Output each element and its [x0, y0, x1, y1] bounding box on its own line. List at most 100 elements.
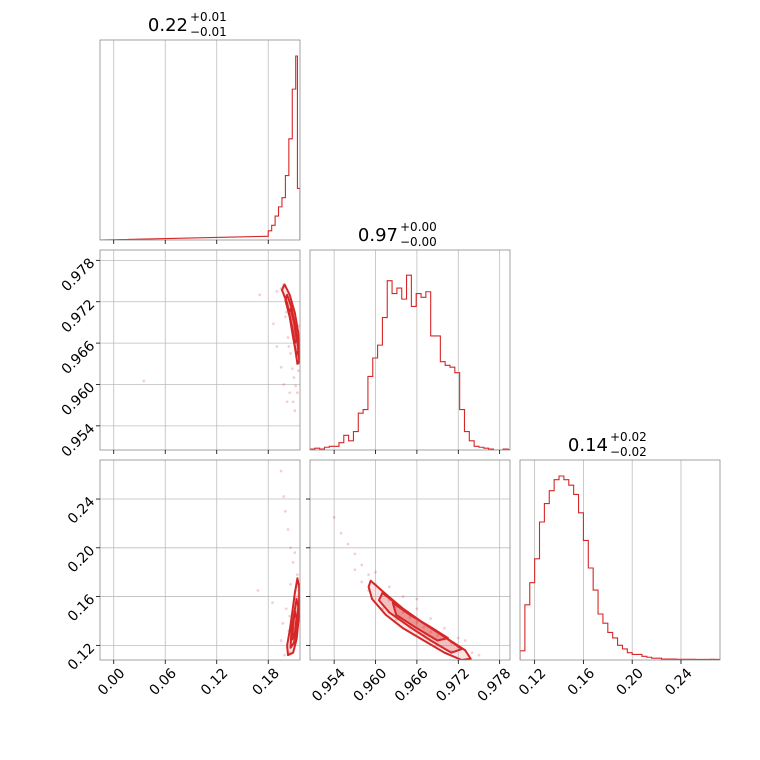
panel-title-minus: −0.01 — [190, 25, 227, 39]
x-tick-label: 0.972 — [433, 665, 473, 705]
panel-frame — [519, 459, 721, 661]
sample-point — [415, 597, 419, 601]
sample-point — [292, 376, 296, 379]
sample-point — [285, 400, 289, 404]
x-tick-label: 0.18 — [250, 665, 283, 698]
x-tick-label: 0.12 — [516, 665, 549, 698]
y-tick-label: 0.972 — [59, 297, 99, 337]
sample-point — [275, 345, 279, 348]
x-tick-label: 0.960 — [351, 665, 391, 705]
contour-group — [286, 577, 300, 657]
panel-title-plus: +0.00 — [400, 220, 437, 234]
sample-point — [477, 653, 481, 657]
sample-point — [456, 636, 460, 640]
panel-p1-hist: 0.97 +0.00−0.00 — [309, 220, 511, 454]
y-tick-label: 0.16 — [65, 591, 98, 624]
sample-point — [415, 620, 419, 624]
sample-point — [360, 563, 364, 567]
histogram-line — [100, 55, 300, 240]
sample-point — [284, 315, 287, 319]
panel-frame — [99, 249, 301, 451]
sample-point — [443, 626, 446, 630]
x-tick-label: 0.966 — [392, 665, 432, 705]
panel-p2-vs-p1: 0.954 0.960 0.966 0.972 0.978 — [306, 459, 515, 705]
sample-point — [367, 573, 371, 577]
sample-point — [256, 589, 260, 592]
sample-point — [286, 528, 290, 531]
x-tick-label: 0.06 — [147, 665, 180, 698]
sample-point — [463, 639, 467, 642]
x-tick-label: 0.978 — [475, 665, 515, 705]
panel-p2-hist: 0.12 0.16 0.20 0.24 0.14 +0.02−0.02 — [516, 430, 721, 699]
sample-point — [289, 582, 292, 586]
histogram-line — [520, 475, 720, 660]
panel-title-value: 0.97 — [358, 225, 398, 246]
sample-point — [346, 542, 350, 546]
sample-point — [142, 379, 146, 383]
panel-frame — [309, 459, 511, 661]
x-tick-label: 0.12 — [198, 665, 231, 698]
x-tick-label: 0.954 — [309, 665, 349, 705]
sample-point — [271, 322, 275, 326]
x-tick-label: 0.20 — [614, 665, 647, 698]
y-tick-label: 0.20 — [65, 543, 98, 576]
panel-title-plus: +0.01 — [190, 10, 227, 24]
y-tick-label: 0.960 — [59, 379, 99, 419]
sample-point — [282, 383, 286, 386]
y-tick-label: 0.978 — [59, 255, 99, 295]
sample-point — [284, 509, 287, 513]
histogram-line — [310, 274, 510, 450]
sample-point — [353, 568, 357, 572]
x-tick-label: 0.16 — [565, 665, 598, 698]
sample-point — [279, 639, 283, 642]
sample-point — [401, 595, 405, 598]
sample-point — [282, 495, 286, 498]
sample-point — [289, 546, 292, 550]
sample-point — [408, 615, 412, 619]
y-tick-label: 0.966 — [59, 338, 99, 378]
sample-point — [294, 384, 298, 388]
panel-title-minus: −0.00 — [400, 235, 437, 249]
sample-point — [296, 573, 299, 577]
contour-level — [291, 610, 298, 641]
sample-point — [332, 515, 336, 519]
panel-title-value: 0.14 — [568, 435, 608, 456]
sample-point — [271, 601, 274, 605]
sample-point — [296, 391, 299, 395]
sample-point — [290, 367, 294, 371]
sample-point — [288, 614, 292, 618]
contour-group — [367, 579, 472, 660]
panel-title-plus: +0.02 — [610, 430, 647, 444]
panel-title-minus: −0.02 — [610, 445, 647, 459]
panel-frame — [99, 39, 301, 241]
sample-point — [415, 607, 419, 611]
sample-point — [394, 618, 398, 622]
x-tick-label: 0.00 — [95, 665, 128, 698]
sample-point — [286, 336, 290, 339]
panel-p2-vs-p0: 0.00 0.06 0.12 0.18 0.12 0.16 0.20 0.24 — [65, 459, 301, 699]
sample-point — [353, 552, 357, 556]
sample-point — [436, 634, 439, 638]
y-tick-label: 0.24 — [65, 494, 98, 527]
sample-point — [291, 561, 295, 564]
sample-point — [279, 469, 283, 473]
sample-point — [360, 580, 364, 584]
sample-point — [281, 622, 285, 625]
sample-point — [291, 400, 295, 404]
sample-point — [287, 345, 291, 348]
sample-point — [284, 607, 288, 611]
sample-point — [470, 651, 474, 655]
sample-point — [401, 611, 405, 614]
panel-title-value: 0.22 — [148, 15, 188, 36]
sample-point — [284, 310, 288, 314]
contour-level — [287, 307, 298, 345]
sample-point — [258, 293, 262, 297]
sample-point — [293, 551, 297, 555]
sample-point — [293, 409, 297, 413]
x-tick-label: 0.24 — [662, 665, 695, 698]
panel-p0-hist: 0.22 +0.01−0.01 — [99, 10, 301, 244]
sample-point — [422, 625, 426, 629]
sample-point — [429, 617, 433, 620]
